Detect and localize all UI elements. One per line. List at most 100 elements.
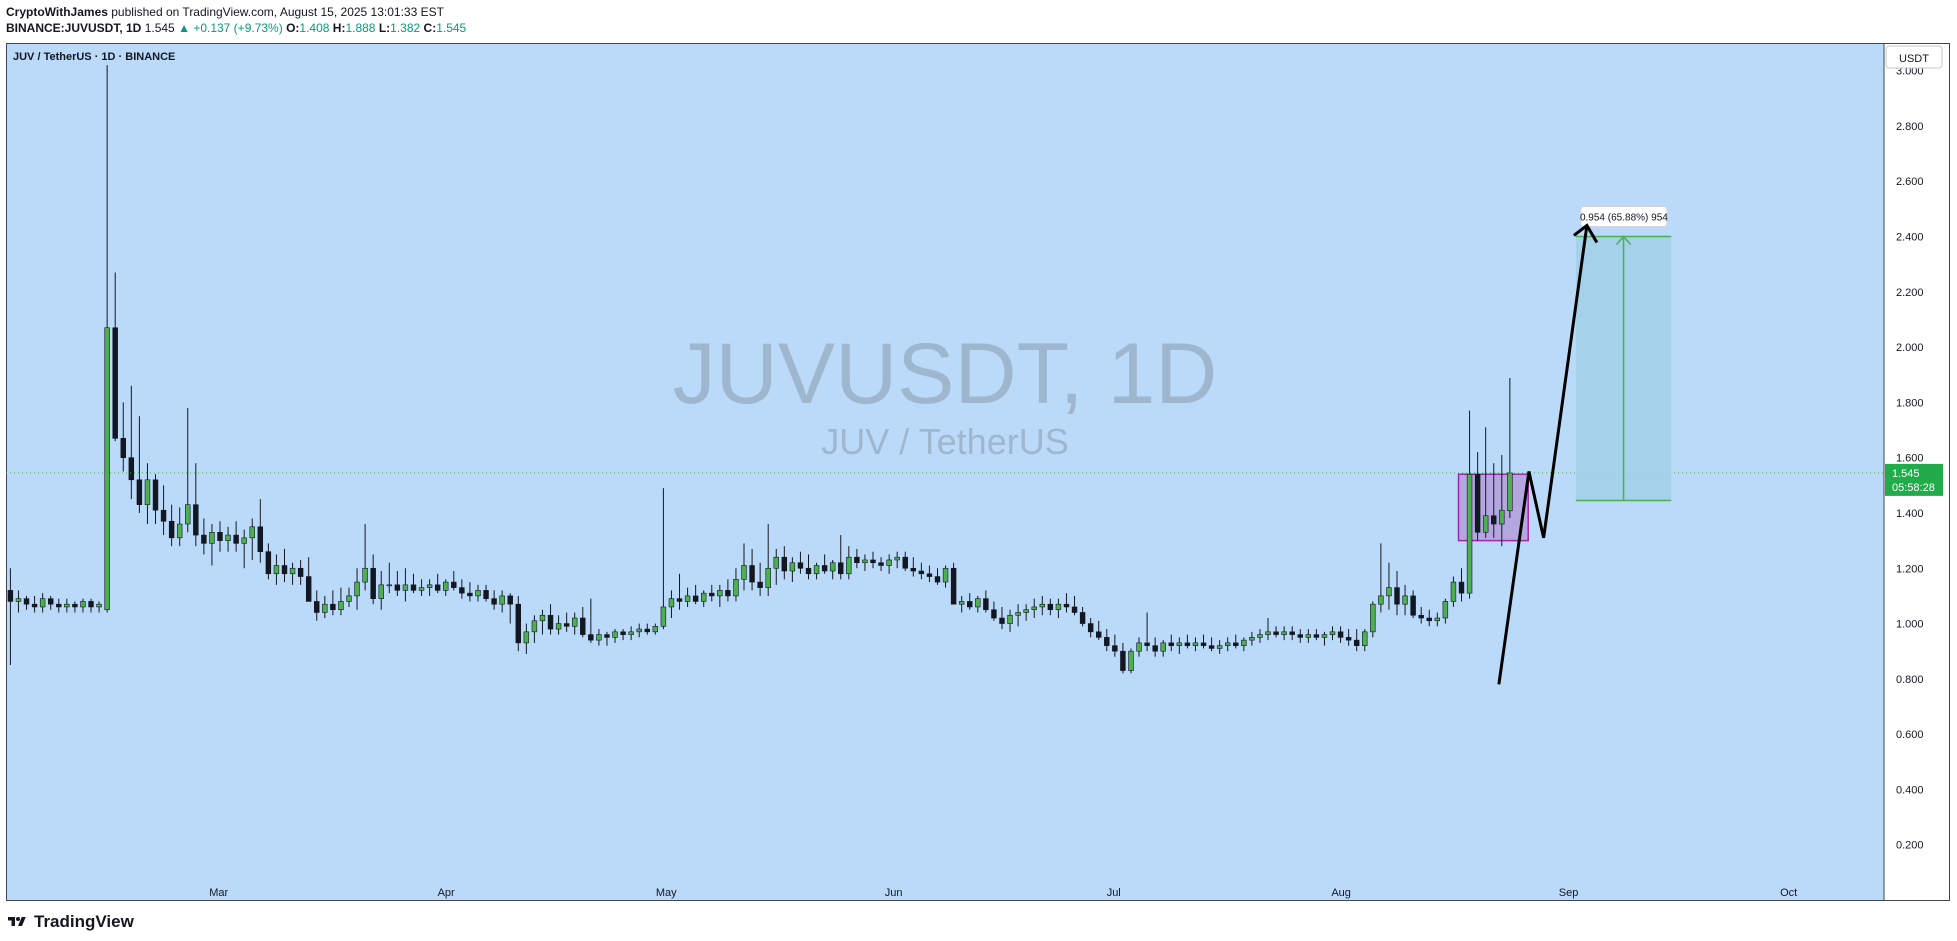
candle-body <box>370 567 376 599</box>
x-tick-label: Aug <box>1331 887 1351 899</box>
candle-body <box>862 559 868 564</box>
candle-body <box>1386 587 1392 597</box>
candle-body <box>515 603 522 644</box>
candle-body <box>443 581 449 591</box>
candle-body <box>668 598 675 608</box>
watermark-symbol: JUVUSDT, 1D <box>673 326 1218 422</box>
chart-title: JUV / TetherUS · 1D · BINANCE <box>13 51 175 63</box>
candle-body <box>39 598 46 608</box>
candle-body <box>1031 606 1037 611</box>
x-tick-label: Apr <box>438 887 455 899</box>
candle-body <box>926 573 933 577</box>
candle-body <box>580 617 586 635</box>
candle-body <box>725 590 731 597</box>
candle-body <box>410 584 417 591</box>
candle-body <box>700 592 707 602</box>
candle-body <box>483 590 489 599</box>
candle-body <box>426 584 433 588</box>
candle-body <box>136 479 143 505</box>
candle-body <box>870 559 876 564</box>
candle-body <box>338 601 344 611</box>
candle-body <box>1482 515 1489 533</box>
watermark-name: JUV / TetherUS <box>821 421 1068 462</box>
candle-body <box>588 634 594 641</box>
candle-body <box>1265 631 1271 635</box>
y-tick-label: 2.400 <box>1896 232 1924 244</box>
candle-body <box>1055 603 1062 611</box>
candle-body <box>983 598 989 611</box>
x-tick-label: Oct <box>1780 887 1797 899</box>
candle-body <box>878 562 884 566</box>
candle-body <box>362 567 368 583</box>
candle-body <box>1313 634 1320 638</box>
candle-body <box>709 592 715 597</box>
candle-body <box>1410 595 1416 616</box>
chart-container[interactable]: JUVUSDT, 1D JUV / TetherUS JUV / TetherUS … <box>6 43 1950 904</box>
candle-body <box>72 603 78 608</box>
currency-button-label: USDT <box>1899 53 1929 65</box>
tradingview-wordmark: TradingView <box>34 912 134 931</box>
candle-body <box>1402 595 1408 605</box>
candle-body <box>1184 642 1191 646</box>
author-name[interactable]: CryptoWithJames <box>6 5 108 19</box>
candle-body <box>273 565 280 575</box>
candle-body <box>967 601 973 608</box>
candle-body <box>1507 472 1513 512</box>
x-tick-label: Sep <box>1559 887 1579 899</box>
candle-body <box>1281 631 1287 635</box>
y-tick-label: 1.800 <box>1896 397 1924 409</box>
price-tag <box>1885 463 1943 496</box>
candle-body <box>507 595 513 605</box>
ohlc-line: BINANCE:JUVUSDT, 1D 1.545 ▲ +0.137 (+9.7… <box>6 21 466 35</box>
y-tick-label: 0.800 <box>1896 674 1924 686</box>
candle-body <box>1112 645 1118 652</box>
candle-body <box>1104 637 1110 646</box>
candle-body <box>152 479 159 511</box>
candle-body <box>741 565 747 580</box>
candle-body <box>1241 639 1247 646</box>
change-arrow-icon: ▲ <box>178 21 190 35</box>
candle-body <box>1378 595 1384 605</box>
candle-body <box>781 556 788 572</box>
candle-body <box>1289 631 1295 635</box>
candle-body <box>209 532 215 544</box>
candle-body <box>15 598 22 602</box>
chart-border <box>6 43 1950 901</box>
candle-body <box>1063 603 1070 608</box>
candle-body <box>225 534 231 541</box>
candle-body <box>596 634 602 641</box>
price-tag-value: 1.545 <box>1892 468 1920 480</box>
candle-body <box>418 587 425 591</box>
candle-body <box>249 526 255 539</box>
candle-body <box>257 526 264 552</box>
candle-body <box>934 576 941 583</box>
close-value: 1.545 <box>436 21 467 35</box>
candle-body <box>1257 634 1263 638</box>
high-label: H: <box>332 21 346 35</box>
candle-body <box>821 565 828 572</box>
tradingview-brand[interactable]: TradingView <box>6 912 134 932</box>
candle-body <box>305 576 312 602</box>
candle-body <box>1450 581 1457 602</box>
candle-body <box>289 567 296 575</box>
candle-body <box>330 603 336 611</box>
candle-body <box>1458 581 1465 594</box>
candle-body <box>1442 601 1449 619</box>
candle-body <box>918 570 925 575</box>
candle-body <box>636 628 642 633</box>
candle-body <box>1321 634 1328 638</box>
candle-body <box>975 598 981 608</box>
candle-body <box>910 567 917 572</box>
candle-body <box>950 567 957 605</box>
candle-body <box>1297 634 1303 638</box>
measure-label: 0.954 (65.88%) 954 <box>1580 213 1668 224</box>
candle-body <box>64 603 70 608</box>
time-axis <box>6 900 1950 904</box>
candle-body <box>185 504 191 525</box>
candle-body <box>160 509 167 522</box>
candle-body <box>692 595 699 602</box>
candle-body <box>467 592 473 597</box>
candle-body <box>88 601 94 608</box>
candle-body <box>217 532 223 541</box>
